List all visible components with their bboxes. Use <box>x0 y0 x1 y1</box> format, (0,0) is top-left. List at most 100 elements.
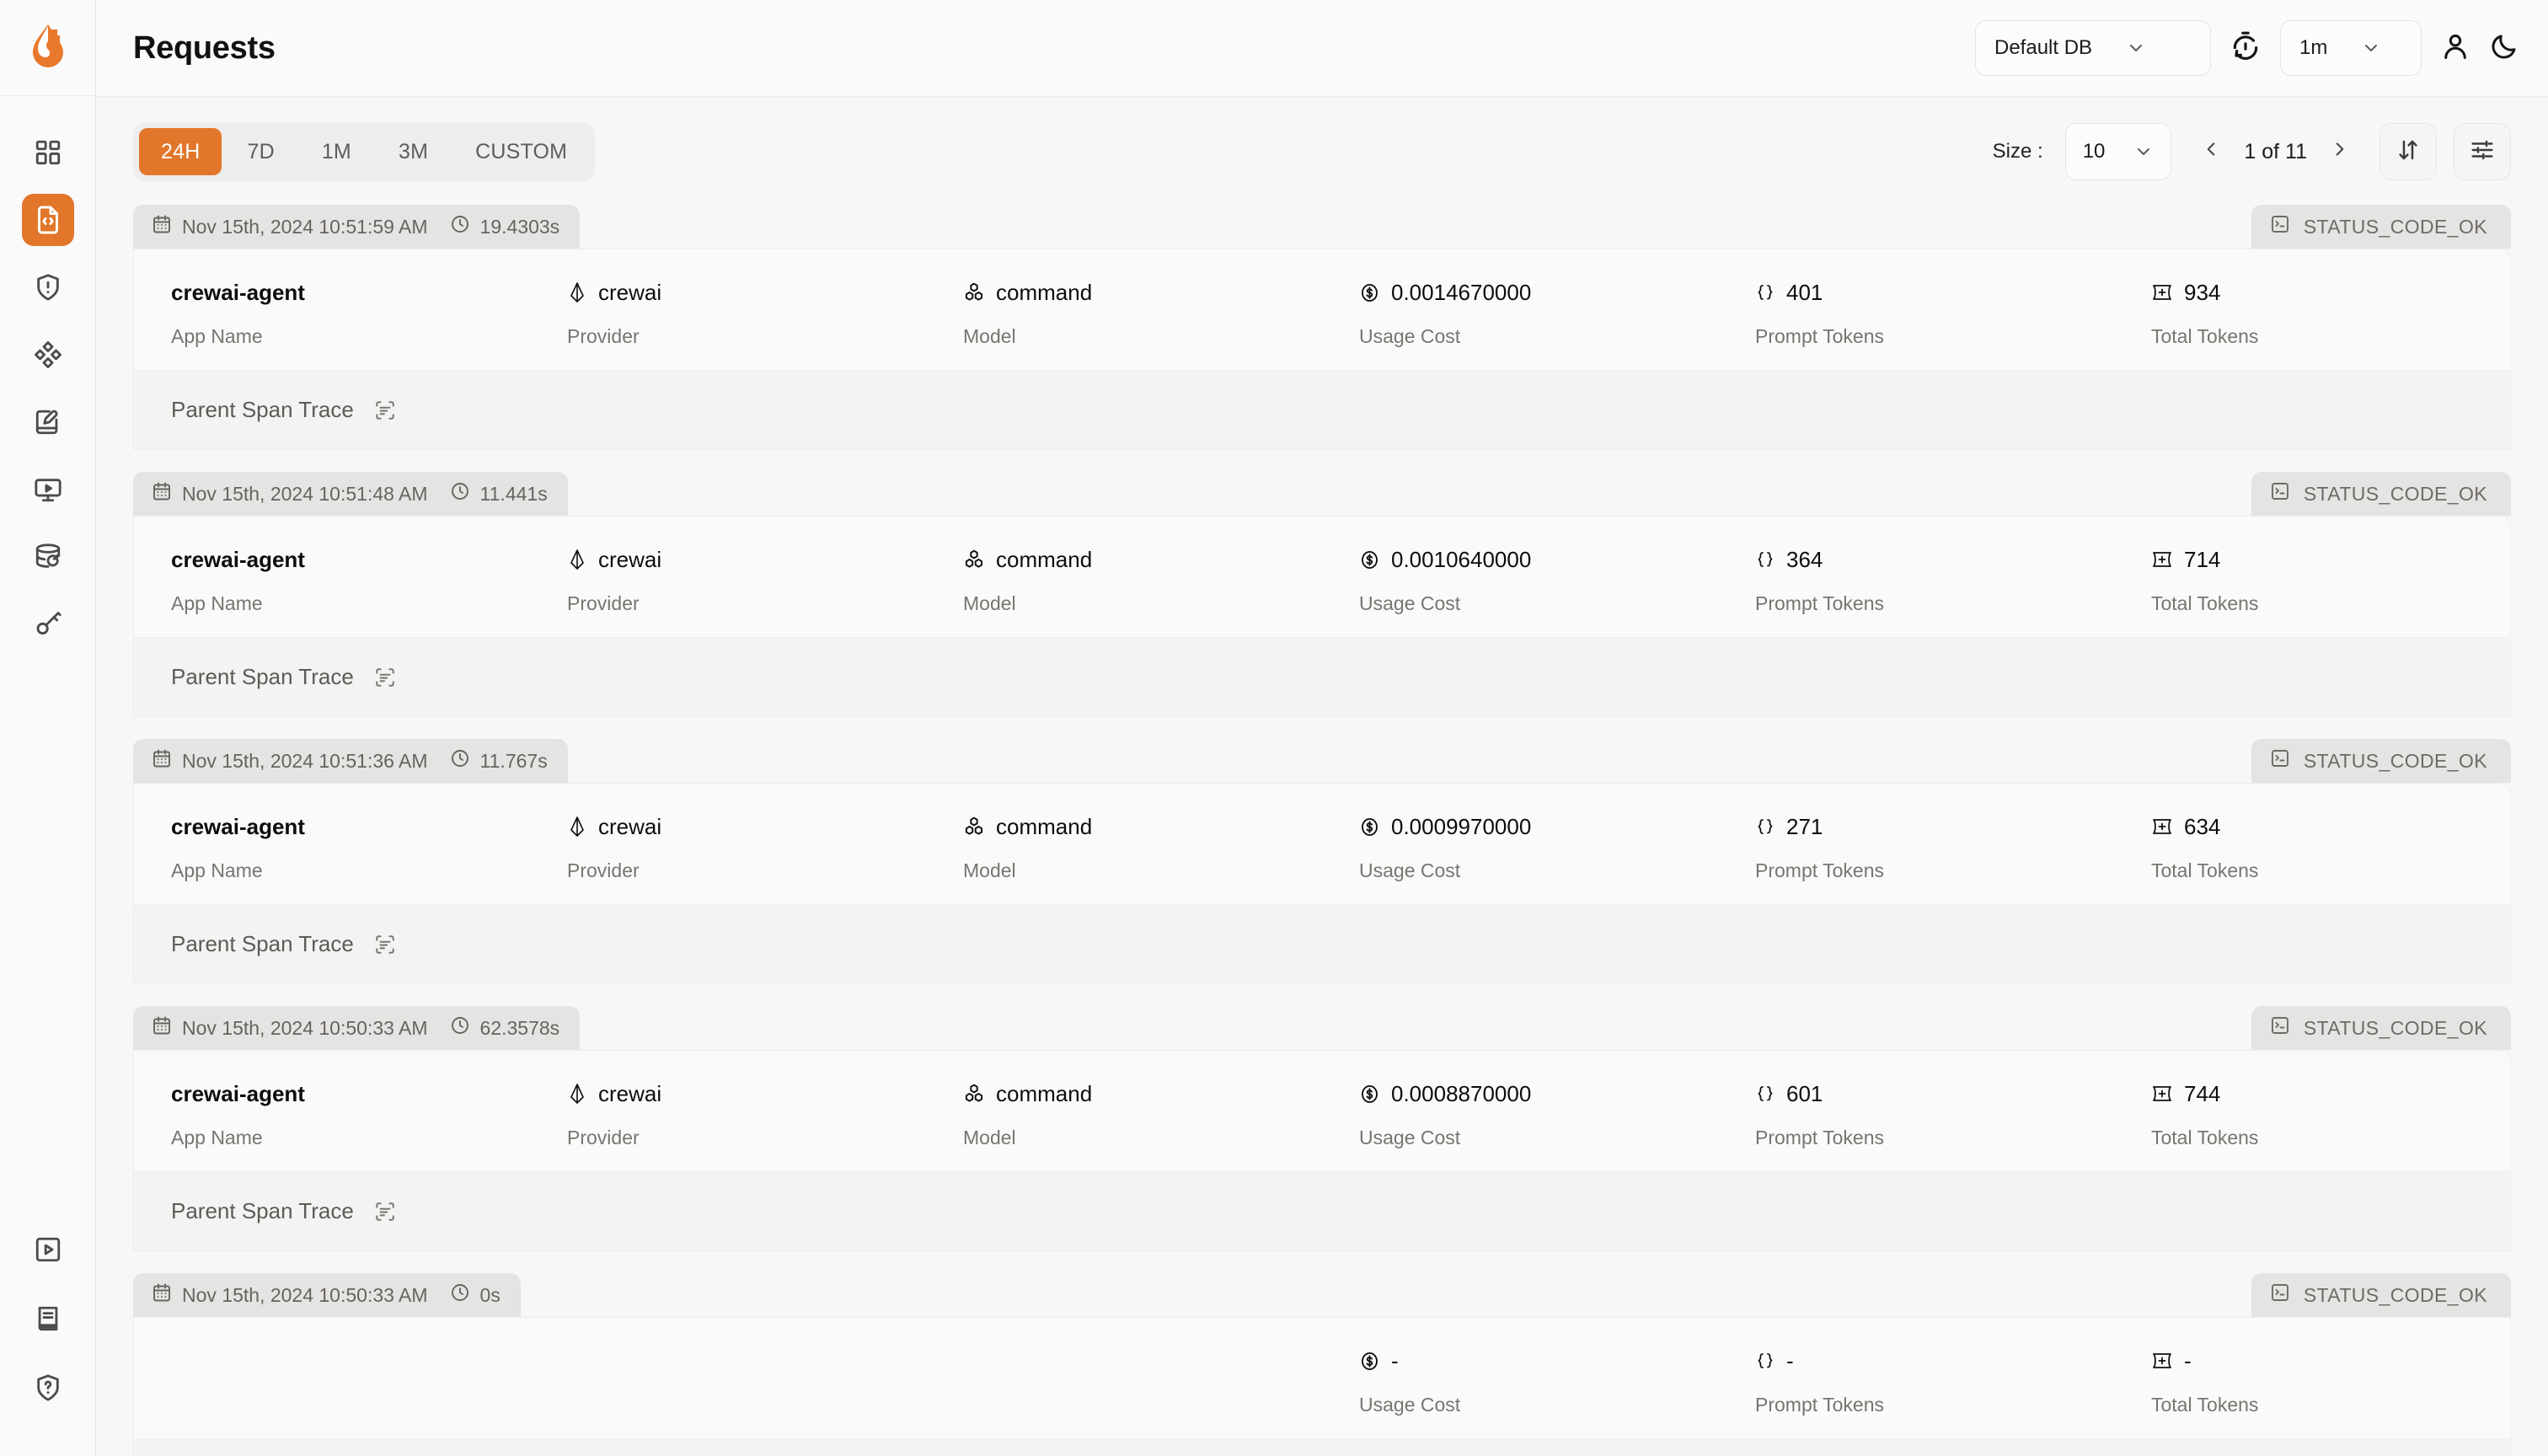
app-name-value: crewai-agent <box>171 1080 305 1106</box>
refresh-timer-button[interactable] <box>2230 30 2262 67</box>
range-tab-3m[interactable]: 3M <box>398 139 429 163</box>
braces-icon <box>1755 1351 1775 1371</box>
parent-span-trace-row[interactable]: Parent Span Trace <box>134 1438 2510 1456</box>
request-card[interactable]: Nov 15th, 2024 10:51:48 AM 11.441s <box>133 472 2511 717</box>
scan-text-icon[interactable] <box>374 934 396 956</box>
scan-text-icon[interactable] <box>374 666 396 688</box>
requests-list: Nov 15th, 2024 10:51:59 AM 19.4303s <box>133 205 2511 1456</box>
card-meta-tab: Nov 15th, 2024 10:51:48 AM 11.441s <box>133 472 568 516</box>
monitor-play-icon <box>34 475 62 504</box>
timestamp-text: Nov 15th, 2024 10:51:59 AM <box>182 215 428 238</box>
sidebar-item-dashboard[interactable] <box>22 126 74 179</box>
app-logo[interactable] <box>0 0 96 96</box>
range-tab-custom[interactable]: CUSTOM <box>475 139 568 163</box>
parent-span-trace-row[interactable]: Parent Span Trace <box>134 904 2510 983</box>
card-header-tabs: Nov 15th, 2024 10:51:59 AM 19.4303s <box>133 205 2511 249</box>
sidebar <box>0 0 96 1456</box>
metric-model: command Model <box>926 812 1322 882</box>
parent-span-trace-row[interactable]: Parent Span Trace <box>134 1171 2510 1250</box>
status-badge: STATUS_CODE_OK <box>2251 472 2511 516</box>
request-card[interactable]: Nov 15th, 2024 10:50:33 AM 62.3578s <box>133 1006 2511 1251</box>
sidebar-item-tutorials[interactable] <box>22 1223 74 1276</box>
prompt-tokens-value: 601 <box>1786 1080 1823 1106</box>
app-name-label: App Name <box>171 592 263 614</box>
dollar-circle-icon <box>1359 816 1380 838</box>
scan-text-icon[interactable] <box>374 399 396 421</box>
metric-model: command Model <box>926 278 1322 348</box>
sidebar-item-prompt-hub[interactable] <box>22 396 74 448</box>
trace-label: Parent Span Trace <box>171 1198 354 1223</box>
sidebar-item-exceptions[interactable] <box>22 261 74 313</box>
boxes-icon <box>963 1083 985 1105</box>
crewai-triangle-icon <box>567 281 587 303</box>
request-card[interactable]: Nov 15th, 2024 10:51:36 AM 11.767s <box>133 739 2511 984</box>
chevron-left-icon <box>2200 138 2222 165</box>
status-text: STATUS_CODE_OK <box>2303 1016 2487 1039</box>
shield-question-icon <box>34 1373 62 1402</box>
range-tab-1m[interactable]: 1M <box>321 139 351 163</box>
profile-button[interactable] <box>2440 31 2470 66</box>
range-tab-24h[interactable]: 24H <box>139 128 222 175</box>
sidebar-item-models[interactable] <box>22 329 74 381</box>
terminal-square-icon <box>2270 481 2290 506</box>
card-duration: 19.4303s <box>450 214 559 239</box>
model-value: command <box>996 546 1093 572</box>
terminal-square-icon <box>2270 214 2290 239</box>
header-controls: Default DB 1m <box>1975 20 2519 76</box>
metric-app-name: crewai-agent App Name <box>134 278 530 348</box>
metrics-row: crewai-agent App Name crewai <box>134 249 2510 370</box>
dashboard-grid-icon <box>34 138 62 167</box>
theme-toggle-button[interactable] <box>2489 31 2519 66</box>
database-select[interactable]: Default DB <box>1975 20 2211 76</box>
request-card[interactable]: Nov 15th, 2024 10:51:59 AM 19.4303s <box>133 205 2511 450</box>
parent-span-trace-row[interactable]: Parent Span Trace <box>134 637 2510 716</box>
dollar-circle-icon <box>1359 1084 1380 1105</box>
sidebar-item-vault[interactable] <box>22 531 74 583</box>
next-page-button[interactable] <box>2329 138 2351 165</box>
page-size-select[interactable]: 10 <box>2064 123 2172 180</box>
boxes-icon <box>963 549 985 570</box>
sort-button[interactable] <box>2379 123 2437 180</box>
book-icon <box>34 1304 62 1333</box>
scan-text-icon[interactable] <box>374 1201 396 1223</box>
prompt-tokens-value: 401 <box>1786 279 1823 305</box>
sidebar-item-support[interactable] <box>22 1362 74 1414</box>
sidebar-item-docs[interactable] <box>22 1293 74 1345</box>
terminal-square-icon <box>2270 748 2290 774</box>
prompt-tokens-label: Prompt Tokens <box>1755 859 1884 881</box>
request-card[interactable]: Nov 15th, 2024 10:50:33 AM 0s <box>133 1273 2511 1456</box>
sidebar-item-requests[interactable] <box>21 194 74 246</box>
usage-cost-label: Usage Cost <box>1359 592 1461 614</box>
prev-page-button[interactable] <box>2200 138 2222 165</box>
metric-total-tokens: 934 Total Tokens <box>2114 278 2510 348</box>
range-tab-7d[interactable]: 7D <box>247 139 275 163</box>
metrics-row: - Usage Cost - <box>134 1318 2510 1438</box>
model-label: Model <box>963 859 1016 881</box>
parent-span-trace-row[interactable]: Parent Span Trace <box>134 370 2510 449</box>
card-timestamp: Nov 15th, 2024 10:51:36 AM <box>152 748 428 774</box>
model-value: command <box>996 279 1093 305</box>
chevron-down-icon <box>2361 38 2381 58</box>
sidebar-item-playground[interactable] <box>22 463 74 516</box>
status-text: STATUS_CODE_OK <box>2303 215 2487 238</box>
clock-icon <box>450 1015 470 1041</box>
total-tokens-value: 744 <box>2184 1080 2221 1106</box>
interval-select[interactable]: 1m <box>2280 20 2422 76</box>
filter-button[interactable] <box>2454 123 2511 180</box>
moon-icon <box>2489 31 2519 66</box>
clock-icon <box>450 214 470 239</box>
duration-text: 0s <box>479 1283 500 1306</box>
sidebar-item-api-keys[interactable] <box>22 598 74 650</box>
card-header-tabs: Nov 15th, 2024 10:50:33 AM 62.3578s <box>133 1006 2511 1050</box>
calendar-icon <box>152 1282 172 1308</box>
metrics-row: crewai-agent App Name crewai <box>134 517 2510 637</box>
database-select-value: Default DB <box>1994 36 2093 59</box>
metric-provider: crewai Provider <box>530 545 926 615</box>
card-body: - Usage Cost - <box>133 1317 2511 1456</box>
card-header-tabs: Nov 15th, 2024 10:50:33 AM 0s <box>133 1273 2511 1317</box>
prompt-tokens-label: Prompt Tokens <box>1755 1394 1884 1416</box>
metric-prompt-tokens: 401 Prompt Tokens <box>1718 278 2114 348</box>
usage-cost-value: 0.0009970000 <box>1391 813 1532 839</box>
timestamp-text: Nov 15th, 2024 10:51:36 AM <box>182 749 428 772</box>
total-tokens-value: 634 <box>2184 813 2221 839</box>
